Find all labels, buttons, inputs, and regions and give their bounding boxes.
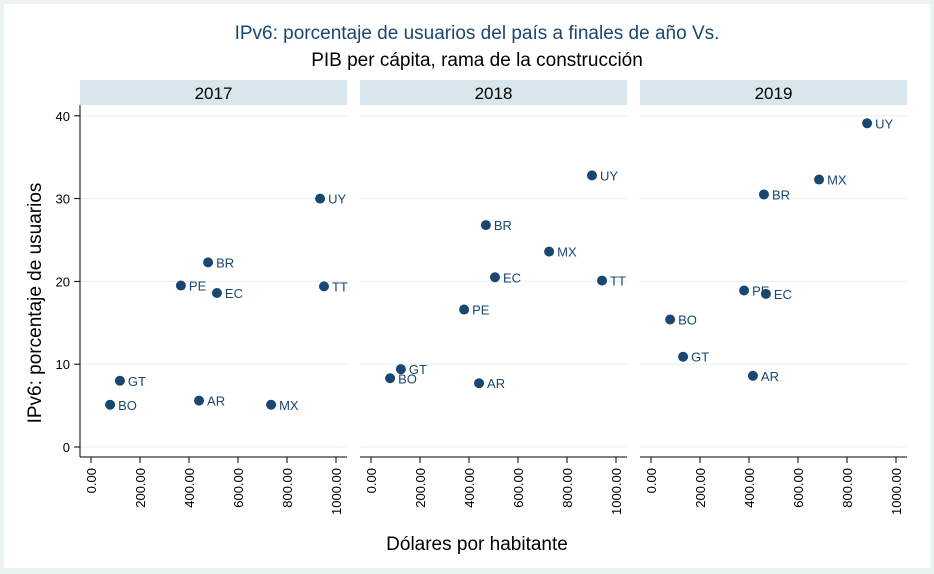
x-tick-label: 800.00 <box>560 468 575 508</box>
data-point-BO <box>665 314 676 325</box>
data-label-GT: GT <box>691 350 709 365</box>
y-tick-label: 20 <box>56 274 70 289</box>
data-point-PE <box>175 280 186 291</box>
data-point-BR <box>480 220 491 231</box>
x-tick-label: 0.00 <box>84 468 99 493</box>
panel-2017: 2017 0.00 200.00 400.00 600.00 800.00 1000.00 0… <box>56 80 348 515</box>
data-label-BO: BO <box>398 371 417 386</box>
data-point-AR <box>474 378 485 389</box>
data-point-EC <box>489 272 500 283</box>
data-point-AR <box>747 370 758 381</box>
scatter-chart: IPv6: porcentaje de usuarios del país a … <box>25 23 907 555</box>
x-tick-label: 600.00 <box>231 468 246 508</box>
chart-title: IPv6: porcentaje de usuarios del país a … <box>235 23 720 44</box>
data-label-BO: BO <box>678 312 697 327</box>
data-label-BR: BR <box>772 187 790 202</box>
data-label-MX: MX <box>557 245 577 260</box>
x-tick-label: 0.00 <box>364 468 379 493</box>
panel-header-label: 2018 <box>475 84 513 103</box>
data-point-GT <box>678 351 689 362</box>
data-label-MX: MX <box>279 398 299 413</box>
x-tick-label: 400.00 <box>742 468 757 508</box>
data-label-BO: BO <box>118 398 137 413</box>
data-label-PE: PE <box>189 279 207 294</box>
panel-2018: 2018 0.00 200.00 400.00 600.00 800.00 1000.00 U… <box>360 80 627 515</box>
data-point-TT <box>597 275 608 286</box>
data-label-TT: TT <box>610 274 626 289</box>
data-point-PE <box>739 285 750 296</box>
data-label-UY: UY <box>328 192 346 207</box>
x-tick-label: 800.00 <box>840 468 855 508</box>
data-point-BO <box>105 399 116 410</box>
data-point-BR <box>203 257 214 268</box>
panel-header-label: 2019 <box>755 84 793 103</box>
data-label-BR: BR <box>216 255 234 270</box>
y-tick-label: 30 <box>56 192 70 207</box>
chart-frame: IPv6: porcentaje de usuarios del país a … <box>4 4 930 568</box>
y-tick-label: 0 <box>63 440 70 455</box>
y-tick-label: 10 <box>56 357 70 372</box>
x-tick-label: 200.00 <box>693 468 708 508</box>
panel-header <box>360 80 627 105</box>
x-tick-label: 800.00 <box>280 468 295 508</box>
data-label-TT: TT <box>332 279 348 294</box>
x-tick-label: 1000.00 <box>609 468 624 515</box>
data-point-BO <box>385 373 396 384</box>
x-tick-label: 400.00 <box>462 468 477 508</box>
data-point-UY <box>862 118 873 129</box>
data-point-TT <box>318 281 329 292</box>
x-tick-label: 0.00 <box>644 468 659 493</box>
panel-2019: 2019 0.00 200.00 400.00 600.00 800.00 1000.00 U… <box>640 80 907 515</box>
x-tick-label: 600.00 <box>511 468 526 508</box>
data-label-AR: AR <box>207 394 225 409</box>
y-tick-label: 40 <box>56 109 70 124</box>
data-label-EC: EC <box>774 287 792 302</box>
data-label-UY: UY <box>600 168 618 183</box>
x-tick-label: 400.00 <box>182 468 197 508</box>
data-label-MX: MX <box>827 173 847 188</box>
x-tick-label: 1000.00 <box>329 468 344 515</box>
data-label-GT: GT <box>409 362 427 377</box>
chart-subtitle: PIB per cápita, rama de la construcción <box>311 50 643 71</box>
data-point-GT <box>114 375 125 386</box>
data-point-GT <box>395 364 406 375</box>
panel-header-label: 2017 <box>195 84 233 103</box>
x-tick-label: 200.00 <box>133 468 148 508</box>
panel-header <box>640 80 907 105</box>
data-label-EC: EC <box>503 270 521 285</box>
data-point-MX <box>814 174 825 185</box>
x-tick-label: 200.00 <box>413 468 428 508</box>
panel-header <box>80 80 347 105</box>
x-tick-label: 1000.00 <box>889 468 904 515</box>
data-point-PE <box>459 304 470 315</box>
data-label-GT: GT <box>128 374 146 389</box>
data-point-EC <box>760 288 771 299</box>
y-axis-label: IPv6: porcentaje de usuarios <box>25 183 46 424</box>
x-axis-label: Dólares por habitante <box>386 534 568 555</box>
data-label-AR: AR <box>761 369 779 384</box>
data-point-BR <box>758 189 769 200</box>
data-label-EC: EC <box>225 286 243 301</box>
data-point-EC <box>211 287 222 298</box>
data-label-AR: AR <box>487 376 505 391</box>
data-point-MX <box>266 399 277 410</box>
data-point-AR <box>194 395 205 406</box>
x-tick-label: 600.00 <box>791 468 806 508</box>
data-point-UY <box>315 193 326 204</box>
data-label-UY: UY <box>875 116 893 131</box>
data-point-UY <box>586 170 597 181</box>
data-point-MX <box>544 246 555 257</box>
data-label-PE: PE <box>472 303 490 318</box>
data-label-BR: BR <box>494 218 512 233</box>
